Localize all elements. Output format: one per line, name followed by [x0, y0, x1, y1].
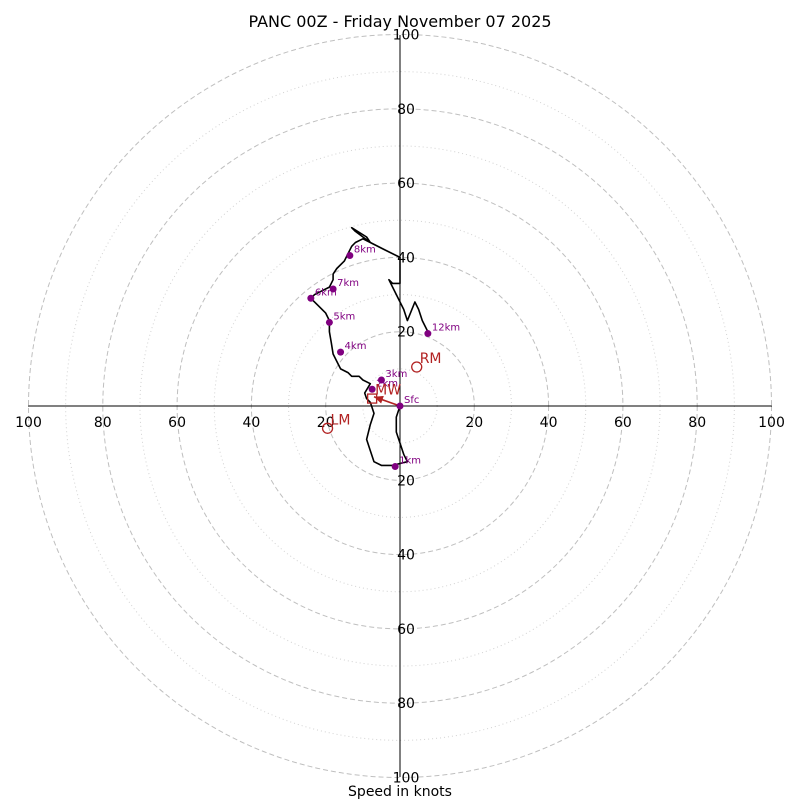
height-marker-dot	[377, 376, 385, 384]
tick-label-bottom-40: 40	[397, 548, 415, 564]
storm-motion-marker	[411, 361, 423, 373]
tick-label-left-80: 80	[94, 415, 112, 431]
height-marker-label: 2km	[376, 378, 398, 389]
tick-label-right-100: 100	[758, 415, 785, 431]
tick-label-right-60: 60	[614, 415, 632, 431]
storm-motion-marker	[321, 422, 334, 434]
tick-label-right-40: 40	[540, 415, 558, 431]
height-marker: 3km	[377, 369, 407, 384]
tick-label-bottom-60: 60	[397, 622, 415, 638]
storm-motion-label: MW	[375, 383, 401, 399]
tick-label-right-20: 20	[465, 415, 483, 431]
storm-motion: RM	[411, 351, 442, 373]
height-marker-dot	[346, 252, 354, 260]
storm-motion-marker	[366, 393, 378, 404]
height-marker-dot	[307, 294, 315, 302]
height-marker-label: 5km	[333, 311, 355, 322]
tick-label-bottom-80: 80	[397, 696, 415, 712]
height-marker-label: 3km	[385, 369, 407, 380]
height-marker: 8km	[346, 245, 376, 260]
tick-label-left-40: 40	[242, 415, 260, 431]
tick-label-bottom-100: 100	[393, 771, 420, 787]
height-marker: 6km	[307, 287, 337, 302]
tick-label-bottom-20: 20	[397, 473, 415, 489]
height-marker-label: Sfc	[404, 395, 419, 406]
storm-motion: LM	[321, 412, 351, 434]
x-axis-label: Speed in knots	[348, 784, 452, 800]
height-marker: Sfc	[396, 395, 419, 410]
tick-label-top-40: 40	[397, 250, 415, 266]
height-marker-dot	[391, 463, 399, 471]
storm-motion-label: LM	[331, 412, 351, 428]
height-marker-dot	[329, 285, 337, 293]
storm-motion: MW	[366, 383, 401, 404]
height-marker-dot	[396, 402, 404, 410]
height-marker-dot	[337, 348, 345, 356]
height-marker-label: 1km	[399, 456, 421, 467]
height-marker: 7km	[329, 278, 359, 293]
height-marker-label: 7km	[337, 278, 359, 289]
height-marker-dot	[424, 330, 432, 338]
height-marker: 4km	[337, 341, 366, 356]
height-marker-dot	[325, 318, 333, 326]
tick-label-left-60: 60	[168, 415, 186, 431]
height-marker-label: 8km	[354, 245, 376, 256]
height-marker-label: 12km	[432, 323, 460, 334]
height-marker: 2km	[368, 378, 398, 393]
tick-label-left-100: 100	[15, 415, 42, 431]
tick-label-top-80: 80	[397, 102, 415, 118]
height-marker-label: 4km	[345, 341, 367, 352]
height-marker-dot	[368, 385, 376, 393]
storm-motion-label: RM	[420, 351, 442, 367]
tick-label-right-80: 80	[688, 415, 706, 431]
tick-label-top-20: 20	[397, 325, 415, 341]
tick-label-top-100: 100	[393, 28, 420, 44]
chart-title: PANC 00Z - Friday November 07 2025	[248, 12, 551, 31]
height-marker: 12km	[424, 323, 460, 338]
storm-motions: RM LM MW	[321, 351, 442, 434]
height-marker-label: 6km	[315, 287, 337, 298]
height-marker: 5km	[325, 311, 355, 326]
height-marker: 1km	[391, 456, 421, 471]
tick-label-top-60: 60	[397, 176, 415, 192]
